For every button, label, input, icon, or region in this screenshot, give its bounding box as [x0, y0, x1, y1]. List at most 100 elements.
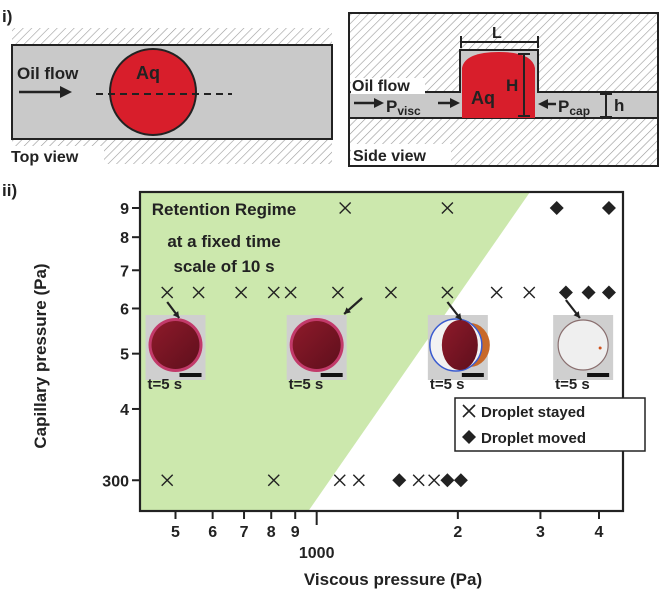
inset-caption: t=5 s	[148, 376, 183, 393]
inset-caption: t=5 s	[555, 376, 590, 393]
x-tick-label: 9	[291, 524, 300, 541]
legend-x-marker	[462, 404, 476, 418]
stayed-point	[192, 286, 205, 299]
length-label: L	[492, 25, 502, 42]
y-axis-ticks: 300 4 5 6 7 8 9	[102, 201, 140, 490]
top-view-oil-flow-label: Oil flow	[17, 64, 79, 83]
top-view-flow-arrowhead	[60, 86, 72, 98]
droplet-inset-3: t=5 s	[427, 315, 490, 393]
stayed-point	[339, 201, 352, 214]
inset-droplet	[151, 321, 200, 369]
stayed-point	[441, 201, 454, 214]
inset-caption: t=5 s	[289, 376, 324, 393]
moved-point	[581, 285, 596, 300]
side-view-diagram: Aq L H h Oil flow Pvisc Pcap Side view	[348, 12, 659, 167]
stayed-point	[384, 286, 397, 299]
stayed-point	[412, 474, 425, 487]
y-tick-label: 8	[120, 230, 129, 247]
stayed-point	[235, 286, 248, 299]
x-tick-label: 4	[595, 524, 604, 541]
droplet-inset-1: t=5 s	[145, 315, 206, 393]
stayed-point	[333, 474, 346, 487]
side-view-upper-wall	[350, 49, 657, 93]
top-view-label-bg	[8, 146, 104, 166]
legend-moved-label: Droplet moved	[481, 430, 586, 447]
inset-scale-bar	[179, 373, 202, 377]
x-tick-label: 7	[240, 524, 249, 541]
regime-label-line-2: at a fixed time	[167, 232, 280, 251]
stayed-point	[267, 474, 280, 487]
inset-droplet	[292, 321, 341, 369]
stayed-point	[161, 286, 174, 299]
stayed-point	[331, 286, 344, 299]
legend-stayed-label: Droplet stayed	[481, 404, 585, 421]
side-view-droplet-label: Aq	[471, 88, 495, 108]
inset-arrowhead-4	[573, 311, 580, 318]
inset-droplet	[441, 320, 478, 370]
x-decade-label: 1000	[299, 545, 335, 562]
moved-point	[440, 473, 455, 488]
legend: Droplet stayed Droplet moved	[454, 397, 646, 452]
y-tick-label: 7	[120, 263, 129, 280]
y-axis-label: Capillary pressure (Pa)	[31, 263, 50, 448]
moved-point	[549, 200, 564, 215]
x-tick-label: 8	[267, 524, 276, 541]
legend-diamond-marker	[462, 430, 476, 444]
regime-label-line-3: scale of 10 s	[173, 257, 274, 276]
series-droplet-moved	[392, 200, 616, 488]
stayed-point	[267, 286, 280, 299]
inset-residue	[598, 346, 602, 350]
top-view-diagram: Aq Oil flow Top view	[8, 28, 333, 166]
p-cap-label: Pcap	[558, 97, 590, 118]
side-oil-flow-bg	[351, 78, 425, 94]
stayed-point	[523, 286, 536, 299]
y-tick-label: 6	[120, 301, 129, 318]
p-visc-label: Pvisc	[386, 97, 421, 118]
inset-caption: t=5 s	[430, 376, 465, 393]
stayed-point	[441, 286, 454, 299]
y-tick-label: 300	[102, 473, 129, 490]
inset-arrowhead-2	[344, 307, 351, 314]
moved-point	[392, 473, 407, 488]
panel-ii-label: ii)	[2, 181, 17, 200]
plot-frame	[138, 190, 625, 513]
inset-scale-bar	[461, 373, 484, 377]
droplet-image-insets: t=5 s t=5 s t=5 s t=5 s	[145, 297, 614, 393]
top-view-droplet-label: Aq	[136, 63, 160, 83]
y-tick-label: 5	[120, 347, 129, 364]
top-view-label: Top view	[11, 149, 79, 166]
side-view-label-bg	[351, 144, 451, 165]
inset-scale-bar	[320, 373, 343, 377]
droplet-inset-2: t=5 s	[286, 315, 347, 393]
y-tick-label: 4	[120, 402, 129, 419]
p-cap-arrow	[538, 99, 548, 109]
stayed-point	[428, 474, 441, 487]
x-tick-label: 6	[208, 524, 217, 541]
x-tick-label: 5	[171, 524, 180, 541]
inset-arrowhead-3	[454, 313, 462, 320]
x-tick-label: 3	[536, 524, 545, 541]
moved-point	[601, 200, 616, 215]
x-axis-label: Viscous pressure (Pa)	[304, 570, 482, 589]
top-view-droplet	[109, 48, 197, 136]
series-droplet-stayed	[161, 201, 536, 487]
stayed-point	[352, 474, 365, 487]
regime-label-line-1: Retention Regime	[152, 200, 297, 219]
panel-i-label: i)	[2, 7, 12, 26]
inset-scale-bar	[587, 373, 610, 377]
channel-height-label: h	[614, 96, 624, 115]
stayed-point	[161, 474, 174, 487]
stayed-point	[490, 286, 503, 299]
moved-point	[601, 285, 616, 300]
inset-empty-site	[557, 319, 609, 371]
moved-point	[558, 285, 573, 300]
data-points	[161, 200, 616, 488]
side-view-label: Side view	[353, 148, 426, 165]
moved-point	[453, 473, 468, 488]
height-label: H	[506, 76, 518, 95]
side-view-droplet	[462, 52, 535, 118]
side-view-oil-flow-label: Oil flow	[352, 78, 410, 95]
